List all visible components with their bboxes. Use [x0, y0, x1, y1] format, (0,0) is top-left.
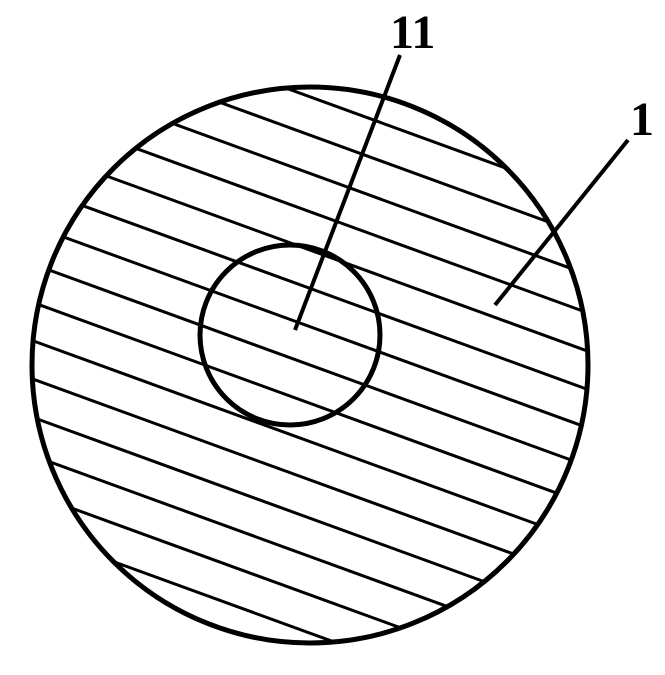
- label-inner: 11: [390, 6, 435, 59]
- hatch-fill: [0, 0, 665, 675]
- label-outer: 1: [630, 93, 654, 146]
- leader-line-outer: [495, 140, 628, 305]
- cross-section-diagram: 11 1: [0, 0, 665, 675]
